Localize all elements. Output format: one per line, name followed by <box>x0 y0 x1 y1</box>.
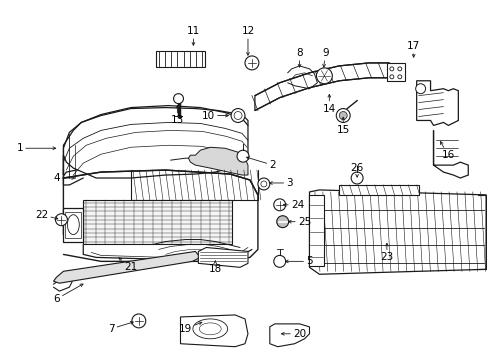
Text: 20: 20 <box>281 329 305 339</box>
Text: 25: 25 <box>288 217 310 227</box>
Polygon shape <box>309 190 485 274</box>
Circle shape <box>173 94 183 104</box>
Ellipse shape <box>199 323 221 335</box>
Circle shape <box>336 109 349 122</box>
Circle shape <box>260 181 266 187</box>
Polygon shape <box>180 315 247 347</box>
Text: 14: 14 <box>322 94 335 113</box>
Polygon shape <box>63 108 247 178</box>
Circle shape <box>234 112 242 120</box>
Circle shape <box>397 75 401 79</box>
Circle shape <box>132 314 145 328</box>
Circle shape <box>55 214 67 226</box>
Text: 21: 21 <box>119 258 137 272</box>
Bar <box>65 212 81 238</box>
Polygon shape <box>198 247 247 267</box>
Bar <box>386 63 404 81</box>
Circle shape <box>273 199 285 211</box>
Text: 12: 12 <box>241 26 254 55</box>
Ellipse shape <box>192 319 227 339</box>
Polygon shape <box>416 81 457 125</box>
Bar <box>309 195 324 266</box>
Circle shape <box>350 172 362 184</box>
Polygon shape <box>269 324 309 347</box>
Circle shape <box>231 109 244 122</box>
Polygon shape <box>53 251 200 283</box>
Circle shape <box>276 216 288 228</box>
Text: 22: 22 <box>35 210 58 220</box>
Ellipse shape <box>67 215 79 235</box>
Bar <box>83 200 232 244</box>
Circle shape <box>389 67 393 71</box>
Text: 16: 16 <box>440 141 454 160</box>
Polygon shape <box>433 130 468 178</box>
Text: 4: 4 <box>53 173 75 183</box>
Bar <box>339 185 418 195</box>
Polygon shape <box>188 147 247 175</box>
Text: 17: 17 <box>406 41 420 57</box>
Text: 23: 23 <box>380 243 393 262</box>
Circle shape <box>257 178 269 190</box>
Circle shape <box>316 68 332 84</box>
Text: 24: 24 <box>283 200 304 210</box>
Polygon shape <box>63 208 83 242</box>
Text: 13: 13 <box>170 105 184 126</box>
Text: 9: 9 <box>322 48 328 67</box>
Text: 18: 18 <box>208 261 222 274</box>
Circle shape <box>273 255 285 267</box>
Circle shape <box>244 56 258 70</box>
Text: 11: 11 <box>186 26 200 45</box>
Text: 19: 19 <box>179 322 202 334</box>
Circle shape <box>389 75 393 79</box>
Text: 2: 2 <box>246 157 276 170</box>
Text: 15: 15 <box>336 117 349 135</box>
Text: 3: 3 <box>269 178 292 188</box>
Circle shape <box>237 150 248 162</box>
Circle shape <box>415 84 425 94</box>
Circle shape <box>339 112 346 120</box>
Bar <box>155 51 205 67</box>
Polygon shape <box>254 63 393 111</box>
Text: 6: 6 <box>53 284 83 304</box>
Text: 8: 8 <box>296 48 302 67</box>
Text: 1: 1 <box>17 143 56 153</box>
Text: 7: 7 <box>107 321 133 334</box>
Text: 26: 26 <box>350 163 363 177</box>
Circle shape <box>397 67 401 71</box>
Text: 10: 10 <box>202 111 228 121</box>
Text: 5: 5 <box>285 256 312 266</box>
